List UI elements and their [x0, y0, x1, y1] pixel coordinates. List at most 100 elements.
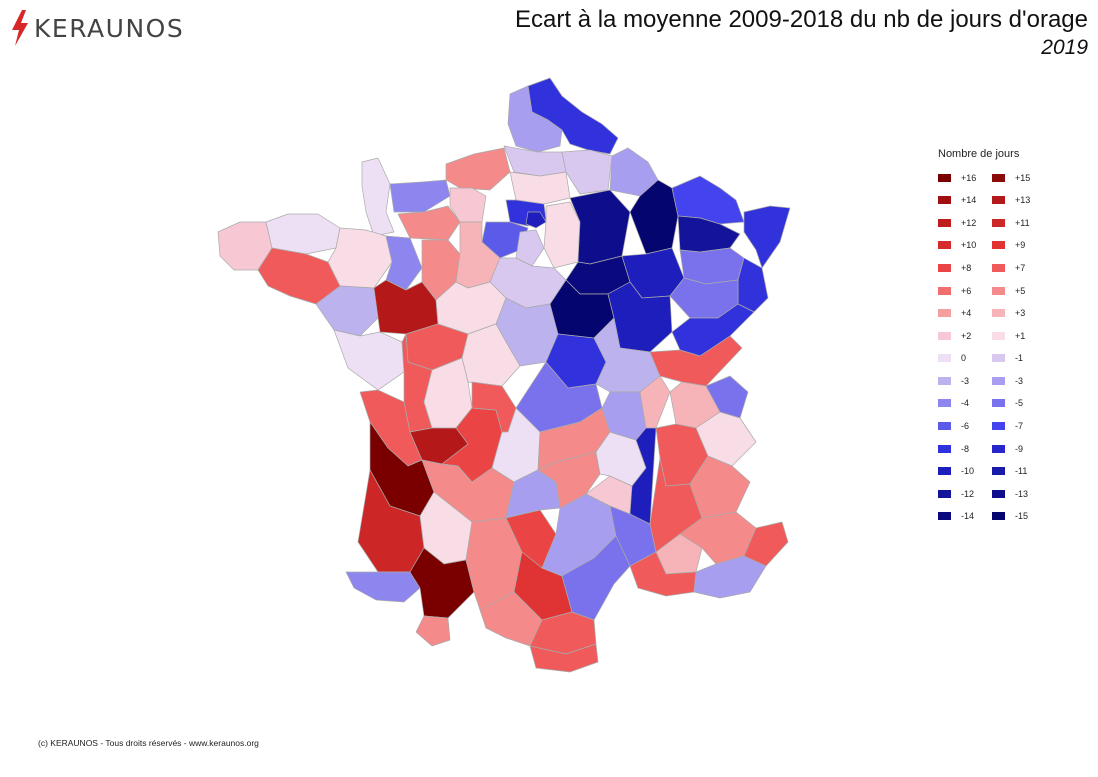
legend-label: -3 [961, 375, 970, 386]
legend-item: +16 [938, 171, 992, 184]
legend-item: -13 [992, 487, 1046, 500]
legend-swatch [938, 467, 951, 476]
legend-item: +9 [992, 239, 1046, 252]
legend-label: +1 [1015, 330, 1026, 341]
region-hautes-pyrenees [415, 615, 451, 647]
legend-item: +3 [992, 307, 1046, 320]
map-legend: Nombre de jours +16 +15 +14 +13 +12 +11 +10 +9 +… [938, 148, 1048, 523]
legend-item: -8 [938, 442, 992, 455]
legend-label: +8 [961, 262, 972, 273]
legend-item: +7 [992, 261, 1046, 274]
region-mayenne [385, 235, 423, 291]
region-essonne [515, 229, 545, 267]
legend-item: +15 [992, 171, 1046, 184]
region-aisne [561, 149, 613, 195]
region-ardeche [629, 427, 657, 525]
legend-swatch [938, 241, 951, 250]
keraunos-logo: KERAUNOS [10, 8, 184, 48]
legend-label: -4 [961, 398, 970, 409]
legend-swatch [992, 489, 1005, 498]
legend-swatch [938, 173, 951, 182]
legend-swatch [992, 422, 1005, 431]
legend-swatch [938, 512, 951, 521]
legend-label: +14 [961, 195, 977, 206]
legend-label: 0 [961, 353, 967, 364]
legend-label: -11 [1015, 466, 1028, 477]
map-title: Ecart à la moyenne 2009-2018 du nb de jo… [515, 6, 1088, 33]
legend-label: -15 [1015, 511, 1029, 522]
region-cotes-armor [265, 213, 341, 255]
legend-swatch [938, 331, 951, 340]
map-title-block: Ecart à la moyenne 2009-2018 du nb de jo… [515, 6, 1088, 60]
legend-swatch [938, 422, 951, 431]
legend-swatch [992, 331, 1005, 340]
legend-label: +4 [961, 308, 972, 319]
region-bas-rhin [743, 205, 791, 269]
legend-swatch [992, 173, 1005, 182]
legend-label: +3 [1015, 308, 1026, 319]
legend-swatch [992, 399, 1005, 408]
legend-item: -14 [938, 510, 992, 523]
france-choropleth-map [217, 77, 791, 673]
map-subtitle: 2019 [1041, 36, 1088, 59]
legend-item: -6 [938, 420, 992, 433]
legend-swatch [938, 286, 951, 295]
legend-item: +2 [938, 329, 992, 342]
legend-swatch [992, 218, 1005, 227]
legend-label: +6 [961, 285, 972, 296]
legend-item: -1 [992, 352, 1046, 365]
legend-item: 0 [938, 352, 992, 365]
legend-swatch [992, 512, 1005, 521]
lightning-bolt-icon [12, 10, 28, 46]
region-paris-center [525, 211, 547, 229]
legend-item: -3 [938, 374, 992, 387]
region-calvados [389, 179, 451, 213]
region-pyrenees-atlantiques [345, 571, 421, 603]
legend-swatch [938, 218, 951, 227]
legend-label: -7 [1015, 421, 1024, 432]
legend-swatch [992, 196, 1005, 205]
region-cantal [537, 451, 601, 509]
legend-swatch [992, 263, 1005, 272]
legend-label: -12 [961, 488, 975, 499]
region-alpes-maritimes [743, 521, 789, 567]
legend-item: +8 [938, 261, 992, 274]
legend-swatch [992, 467, 1005, 476]
copyright-footer: (c) KERAUNOS - Tous droits réservés - ww… [38, 738, 259, 748]
legend-label: -10 [961, 466, 975, 477]
legend-label: -5 [1015, 398, 1024, 409]
legend-swatch [992, 376, 1005, 385]
region-var [693, 555, 767, 599]
region-herault [561, 535, 631, 621]
legend-item: +14 [938, 194, 992, 207]
legend-swatch [938, 309, 951, 318]
legend-swatch [938, 489, 951, 498]
legend-label: -9 [1015, 443, 1024, 454]
legend-label: -1 [1015, 353, 1024, 364]
legend-label: -14 [961, 511, 975, 522]
region-rhone [639, 375, 671, 429]
legend-title: Nombre de jours [938, 148, 1020, 160]
legend-item: -10 [938, 465, 992, 478]
legend-grid: +16 +15 +14 +13 +12 +11 +10 +9 +8 +7 +6 +5 +4 +3 +2 +1 0… [938, 171, 1048, 523]
legend-label: +12 [961, 217, 977, 228]
region-pyrenees-orientales [529, 643, 599, 673]
legend-label: +2 [961, 330, 972, 341]
legend-swatch [992, 354, 1005, 363]
legend-swatch [938, 376, 951, 385]
legend-swatch [938, 399, 951, 408]
legend-item: -15 [992, 510, 1046, 523]
legend-swatch [992, 444, 1005, 453]
region-meuse [629, 179, 679, 255]
legend-swatch [938, 444, 951, 453]
legend-swatch [992, 286, 1005, 295]
brand-name: KERAUNOS [34, 13, 185, 43]
legend-item: +11 [992, 216, 1046, 229]
legend-label: -8 [961, 443, 970, 454]
legend-item: -3 [992, 374, 1046, 387]
legend-item: -5 [992, 397, 1046, 410]
region-manche [361, 157, 395, 237]
legend-label: +5 [1015, 285, 1026, 296]
legend-item: +4 [938, 307, 992, 320]
legend-item: -4 [938, 397, 992, 410]
